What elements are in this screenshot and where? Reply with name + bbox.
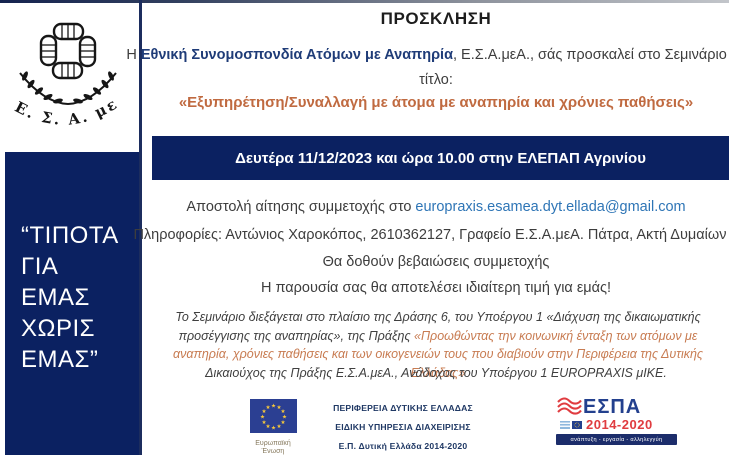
eu-flag-icon: ★ ★★ ★★★ ★★★ ★★★: [249, 399, 297, 433]
intro-rest: , Ε.Σ.Α.μεΑ., σάς προσκαλεί στο Σεμινάρι…: [453, 47, 729, 63]
espa-logo-top: ΕΣΠΑ: [556, 396, 677, 417]
espa-name: ΕΣΠΑ: [583, 396, 642, 418]
authority-line: ΠΕΡΙΦΕΡΕΙΑ ΔΥΤΙΚΗΣ ΕΛΛΑΔΑΣ: [333, 403, 473, 413]
svg-text:★: ★: [270, 425, 275, 432]
svg-text:★: ★: [281, 414, 286, 421]
motto-line: ΓΙΑ: [21, 253, 59, 280]
intro-prefix: Η: [126, 47, 137, 63]
presence-line: Η παρουσία σας θα αποτελέσει ιδιαίτερη τ…: [260, 280, 612, 296]
contact-info-line: Πληροφορίες: Αντώνιος Χαροκόπος, 2610362…: [133, 227, 729, 243]
svg-text:★: ★: [261, 419, 266, 426]
column-divider: [139, 0, 142, 455]
date-banner: Δευτέρα 11/12/2023 και ώρα 10.00 στην ΕΛ…: [152, 136, 729, 180]
legal-paragraph: Το Σεμινάριο διεξάγεται στο πλαίσιο της …: [153, 308, 723, 382]
authority-line: Ε.Π. Δυτική Ελλάδα 2014-2020: [338, 440, 468, 451]
page-title: ΠΡΟΣΚΛΗΣΗ: [380, 9, 492, 28]
motto-line: ΧΩΡΙΣ: [21, 315, 95, 342]
svg-text:★: ★: [265, 423, 270, 430]
svg-text:★: ★: [265, 404, 270, 411]
esamea-logo-area: Ε. Σ. Α. μεΑ.: [0, 3, 139, 151]
email-link[interactable]: europraxis.esamea.dyt.ellada@gmail.com: [415, 199, 686, 215]
intro-line: Η Εθνική Συνομοσπονδία Ατόμων με Αναπηρί…: [126, 47, 729, 63]
motto-line: ΕΜΑΣ”: [21, 346, 99, 373]
espa-logo-block: ΕΣΠΑ 2014-2020 ανάπτυξη - εργασία - αλλη…: [556, 396, 677, 445]
svg-text:★: ★: [259, 414, 264, 421]
svg-text:★: ★: [276, 423, 281, 430]
top-border: [0, 0, 729, 3]
espa-waves-icon: [557, 397, 582, 415]
svg-text:★: ★: [276, 404, 281, 411]
intro-line2: τίτλο:: [419, 72, 453, 88]
espa-logo-mid: 2014-2020: [556, 417, 677, 432]
svg-text:★: ★: [261, 408, 266, 415]
authority-line: ΕΙΔΙΚΗ ΥΠΗΡΕΣΙΑ ΔΙΑΧΕΙΡΙΣΗΣ: [335, 421, 471, 432]
espa-tagline: ανάπτυξη - εργασία - αλληλεγγύη: [556, 434, 677, 445]
application-prefix: Αποστολή αίτησης συμμετοχής στο: [186, 199, 412, 215]
seminar-title: «Εξυπηρέτηση/Συναλλαγή με άτομα με αναπη…: [178, 94, 694, 111]
svg-text:★: ★: [280, 419, 285, 426]
motto-line: ΕΜΑΣ: [21, 284, 90, 311]
svg-text:★: ★: [280, 408, 285, 415]
managing-authority-block: ΠΕΡΙΦΕΡΕΙΑ ΔΥΤΙΚΗΣ ΕΛΛΑΔΑΣ ΕΙΔΙΚΗ ΥΠΗΡΕΣ…: [328, 399, 478, 455]
motto-box: “ΤΙΠΟΤΑ ΓΙΑ ΕΜΑΣ ΧΩΡΙΣ ΕΜΑΣ”: [5, 152, 139, 455]
legal-part1: Το Σεμινάριο διεξάγεται στο πλαίσιο της …: [175, 310, 701, 343]
svg-text:★: ★: [270, 403, 275, 410]
greek-eu-mini-flags-icon: [560, 420, 582, 429]
legal-project-title: «Προωθώντας την κοινωνική ένταξη των ατό…: [172, 328, 704, 380]
eu-caption: Ευρωπαϊκή Ένωση: [255, 440, 291, 455]
eu-flag-block: ★★★ ★★★ ★★★ ★★★ Ευρωπαϊκή Ένωση Ευρωπαϊκ…: [243, 399, 303, 455]
beneficiary-line: Δικαιούχος της Πράξης Ε.Σ.Α.μεΑ., Ανάδοχ…: [205, 366, 667, 380]
esamea-hands-logo-icon: Ε. Σ. Α. μεΑ.: [4, 11, 119, 129]
espa-period: 2014-2020: [586, 417, 653, 432]
motto-line: “ΤΙΠΟΤΑ: [21, 222, 119, 249]
organization-name: Εθνική Συνομοσπονδία Ατόμων με Αναπηρία: [140, 47, 453, 63]
application-line: Αποστολή αίτησης συμμετοχής στο europrax…: [143, 199, 729, 215]
certificates-line: Θα δοθούν βεβαιώσεις συμμετοχής: [322, 254, 550, 270]
